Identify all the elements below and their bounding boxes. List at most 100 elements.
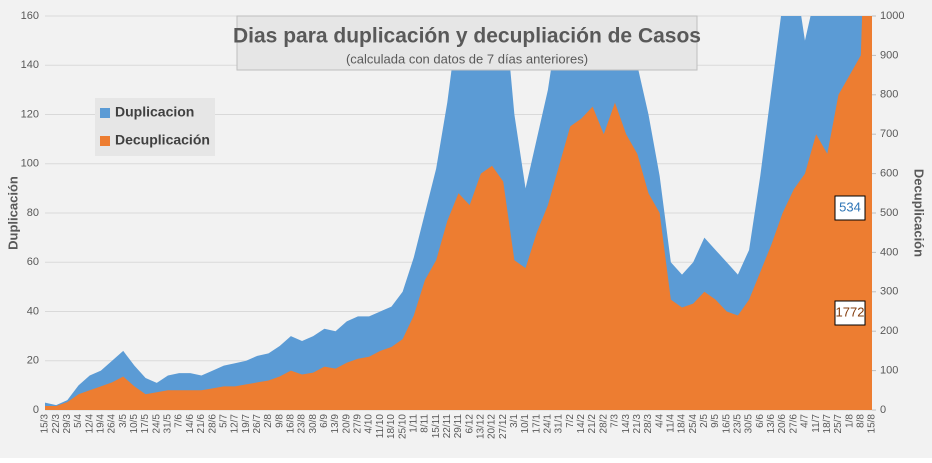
x-tick-label: 6/9 [319, 414, 330, 428]
legend-swatch [100, 136, 110, 146]
x-tick-label: 13/6 [766, 414, 777, 434]
x-tick-label: 21/3 [632, 414, 643, 434]
x-tick-label: 15/3 [40, 414, 51, 434]
x-tick-label: 11/10 [375, 414, 386, 439]
x-tick-label: 3/5 [118, 414, 129, 428]
x-tick-label: 12/7 [230, 414, 241, 434]
x-tick-label: 20/9 [341, 414, 352, 434]
x-tick-label: 1/11 [408, 414, 419, 433]
x-tick-label: 29/11 [453, 414, 464, 439]
x-tick-label: 11/7 [811, 414, 822, 433]
area [45, 16, 872, 410]
x-tick-label: 23/8 [297, 414, 308, 434]
x-tick-label: 26/7 [252, 414, 263, 434]
x-tick-label: 18/7 [822, 414, 833, 434]
x-tick-label: 21/2 [587, 414, 598, 434]
x-tick-label: 6/6 [755, 414, 766, 428]
x-tick-label: 24/1 [543, 414, 554, 434]
chart-title: Dias para duplicación y decupliación de … [233, 25, 701, 48]
y2-axis-title: Decuplicación [912, 169, 927, 257]
x-tick-label: 24/5 [151, 414, 162, 434]
y-tick-label: 100 [21, 158, 39, 170]
plot-area [45, 16, 872, 410]
x-tick-label: 15/8 [867, 414, 878, 434]
x-tick-label: 3/1 [509, 414, 520, 428]
x-tick-label: 10/1 [520, 414, 531, 434]
x-tick-label: 20/6 [777, 414, 788, 434]
x-tick-label: 25/10 [397, 414, 408, 439]
x-tick-label: 4/7 [800, 414, 811, 428]
x-tick-label: 15/11 [431, 414, 442, 439]
y2-tick-label: 900 [880, 49, 898, 61]
value-label-box [834, 300, 866, 326]
x-tick-label: 28/2 [598, 414, 609, 434]
labels: 0 20 40 60 80 100 120 140 160 0 100 200 300 400 500 600… [21, 10, 905, 439]
y2-tick-label: 1000 [880, 10, 904, 22]
x-tick-label: 5/4 [73, 414, 84, 428]
y2-tick-label: 700 [880, 128, 898, 140]
x-tick-label: 7/3 [610, 414, 621, 428]
y-tick-label: 120 [21, 108, 39, 120]
y-tick-label: 140 [21, 59, 39, 71]
y2-tick-label: 600 [880, 168, 898, 180]
x-tick-label: 11/4 [665, 414, 676, 433]
y-tick-label: 80 [27, 207, 39, 219]
x-tick-label: 12/4 [84, 414, 95, 434]
x-tick-label: 18/10 [386, 414, 397, 439]
x-tick-label: 18/4 [677, 414, 688, 434]
x-tick-label: 8/8 [855, 414, 866, 428]
value-label: 534 [839, 199, 861, 214]
value-label-box [834, 195, 866, 221]
title-box [236, 15, 698, 71]
x-tick-label: 25/4 [688, 414, 699, 434]
x-tick-label: 19/4 [96, 414, 107, 434]
x-tick-label: 7/2 [565, 414, 576, 428]
x-tick-label: 17/5 [140, 414, 151, 434]
x-tick-label: 27/9 [353, 414, 364, 434]
legend-label: Decuplicación [115, 132, 210, 148]
y-tick-label: 0 [33, 404, 39, 416]
x-tick-label: 14/6 [185, 414, 196, 434]
x-tick-label: 5/7 [218, 414, 229, 428]
x-tick-label: 27/12 [498, 414, 509, 439]
x-tick-label: 31/1 [554, 414, 565, 434]
x-tick-label: 30/5 [744, 414, 755, 434]
y2-tick-label: 400 [880, 246, 898, 258]
x-tick-label: 29/3 [62, 414, 73, 434]
x-tick-label: 28/6 [207, 414, 218, 434]
y-tick-label: 60 [27, 256, 39, 268]
x-tick-label: 2/5 [699, 414, 710, 428]
x-tick-label: 27/6 [788, 414, 799, 434]
y2-tick-label: 300 [880, 286, 898, 298]
x-tick-label: 13/12 [475, 414, 486, 439]
x-tick-label: 25/7 [833, 414, 844, 434]
x-tick-label: 14/2 [576, 414, 587, 434]
x-tick-label: 16/5 [721, 414, 732, 434]
x-tick-label: 23/5 [733, 414, 744, 434]
y-axis-title: Duplicación [5, 176, 20, 250]
x-tick-label: 31/5 [163, 414, 174, 434]
x-tick-label: 4/10 [364, 414, 375, 434]
y2-tick-label: 500 [880, 207, 898, 219]
x-tick-label: 22/11 [442, 414, 453, 439]
y2-tick-label: 0 [880, 404, 886, 416]
x-tick-label: 8/11 [420, 414, 431, 433]
legend-swatch [100, 108, 110, 118]
x-tick-label: 26/4 [107, 414, 118, 434]
y2-tick-label: 200 [880, 325, 898, 337]
x-tick-label: 21/6 [196, 414, 207, 434]
x-tick-label: 28/3 [643, 414, 654, 434]
x-tick-label: 4/4 [654, 414, 665, 428]
y2-tick-label: 100 [880, 365, 898, 377]
x-tick-label: 10/5 [129, 414, 140, 434]
y-tick-label: 40 [27, 305, 39, 317]
x-tick-label: 14/3 [621, 414, 632, 434]
x-tick-label: 30/8 [308, 414, 319, 434]
chart-subtitle: (calculada con datos de 7 días anteriore… [346, 51, 588, 66]
y2-tick-label: 800 [880, 89, 898, 101]
x-tick-label: 16/8 [286, 414, 297, 434]
legend-label: Duplicacion [115, 104, 194, 120]
x-tick-label: 2/8 [263, 414, 274, 428]
value-label: 1772 [836, 304, 865, 319]
